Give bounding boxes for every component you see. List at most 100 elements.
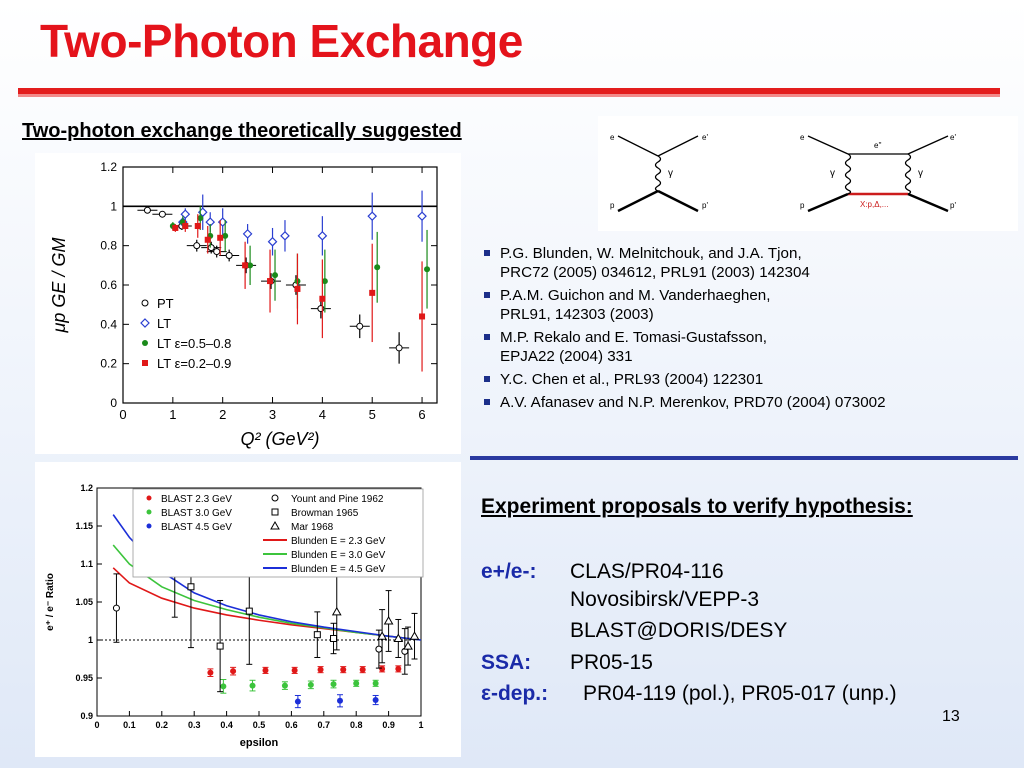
y-tick-label: 1.2 [80, 483, 93, 493]
legend-marker [146, 495, 152, 501]
legend-marker [146, 523, 152, 529]
data-point [372, 697, 379, 704]
y-axis-label: μp GE / GM [49, 238, 69, 334]
experiment-heading: Experiment proposals to verify hypothesi… [481, 495, 913, 518]
positron-electron-ratio-chart-panel: 0.9 0.95 1 1.05 1.1 1.15 1.2 0 0.1 0.2 0.3 0.4 0.5 0.… [35, 462, 461, 757]
y-tick-label: 0.6 [100, 278, 117, 292]
data-point [220, 683, 227, 690]
label-photon: γ [668, 168, 673, 179]
epsilon-dep-label: ε-dep.: [481, 682, 549, 705]
x-tick-label: 0.3 [188, 720, 201, 730]
legend-label: Blunden E = 2.3 GeV [291, 536, 386, 547]
y-tick-label: 1 [88, 635, 93, 645]
label-p-out: p' [702, 201, 708, 210]
data-point [245, 607, 253, 615]
x-tick-label: 0.8 [350, 720, 363, 730]
x-tick-label: 1 [418, 720, 423, 730]
data-point [230, 668, 237, 675]
y-tick-label: 0.4 [100, 317, 117, 331]
data-point [403, 641, 413, 650]
y-tick-label: 1.2 [100, 160, 117, 174]
legend-label: LT ε=0.5–0.8 [157, 336, 231, 351]
ssa-label: SSA: [481, 651, 532, 674]
y-tick-label: 0.9 [80, 711, 93, 721]
data-point [249, 682, 256, 689]
data-point [356, 322, 364, 330]
reference-item: M.P. Rekalo and E. Tomasi-Gustafsson, EPJ… [482, 328, 1012, 366]
legend-marker [271, 494, 279, 502]
data-point [291, 667, 298, 674]
x-tick-label: 0.5 [253, 720, 266, 730]
label-intermediate-state: X:p,Δ,... [860, 200, 888, 209]
data-point [193, 242, 201, 250]
y-tick-label: 1.15 [75, 521, 93, 531]
y-tick-label: 0.95 [75, 673, 93, 683]
data-point [340, 666, 347, 673]
legend-label: Yount and Pine 1962 [291, 494, 384, 505]
page-number: 13 [942, 708, 960, 725]
label-p-out-2: p' [950, 201, 956, 210]
ge-gm-ratio-chart-panel: 0 0.2 0.4 0.6 0.8 1 1.2 0 1 2 3 4 5 6 Q² (GeV²) μp GE /… [35, 153, 461, 454]
epem-item: BLAST@DORIS/DESY [570, 619, 788, 642]
legend-marker [142, 340, 148, 346]
label-p-in: p [610, 201, 615, 210]
data-point [379, 665, 386, 672]
x-tick-label: 1 [169, 407, 176, 422]
x-tick-label: 5 [369, 407, 376, 422]
data-point [267, 278, 274, 285]
x-tick-label: 4 [319, 407, 326, 422]
data-point [267, 236, 278, 247]
legend-marker [142, 360, 148, 366]
section-subtitle: Two-photon exchange theoretically sugges… [22, 120, 462, 142]
y-tick-label: 0.8 [100, 239, 117, 253]
label-photon-1: γ [830, 168, 835, 179]
data-point [359, 666, 366, 673]
y-tick-label: 0.2 [100, 357, 117, 371]
positron-electron-ratio-chart: 0.9 0.95 1 1.05 1.1 1.15 1.2 0 0.1 0.2 0.3 0.4 0.5 0.… [45, 483, 424, 749]
x-tick-label: 0 [119, 407, 126, 422]
x-tick-label: 3 [269, 407, 276, 422]
label-e-out-2: e' [950, 133, 956, 142]
legend-label: Browman 1965 [291, 508, 359, 519]
legend-label: Blunden E = 4.5 GeV [291, 564, 386, 575]
data-point [374, 264, 381, 271]
legend-marker [141, 299, 149, 307]
data-point [217, 234, 224, 241]
data-point [280, 230, 290, 241]
legend-label: PT [157, 296, 174, 311]
legend-label: Blunden E = 3.0 GeV [291, 550, 386, 561]
feynman-diagrams: e e' p p' γ e e'' e' p p' γ γ X:p,Δ,... [610, 133, 956, 213]
reference-item: A.V. Afanasev and N.P. Merenkov, PRD70 (… [482, 393, 1012, 412]
data-point [281, 682, 288, 689]
legend-label: LT ε=0.2–0.9 [157, 356, 231, 371]
reference-item: P.A.M. Guichon and M. Vanderhaeghen, PRL9… [482, 286, 1012, 324]
data-point [317, 230, 328, 241]
x-tick-label: 0.9 [382, 720, 395, 730]
title-underline [18, 88, 1000, 97]
legend-marker [271, 508, 279, 516]
data-point [377, 631, 387, 640]
data-point [383, 615, 394, 625]
two-photon-box-diagram: e e'' e' p p' γ γ X:p,Δ,... [800, 133, 956, 213]
data-point [197, 215, 204, 222]
epem-label: e+/e-: [481, 560, 537, 583]
legend-label: LT [157, 316, 171, 331]
label-e-in-2: e [800, 133, 805, 142]
legend-label: BLAST 3.0 GeV [161, 508, 232, 519]
legend-marker [140, 318, 150, 328]
label-e-out: e' [702, 133, 708, 142]
x-tick-label: 6 [418, 407, 425, 422]
y-tick-label: 0 [110, 396, 117, 410]
data-point [331, 606, 342, 616]
x-tick-label: 2 [219, 407, 226, 422]
x-tick-label: 0.1 [123, 720, 136, 730]
epem-item: CLAS/PR04-116 [570, 560, 724, 583]
y-tick-label: 1 [110, 199, 117, 213]
data-point [204, 236, 211, 243]
theory-curve [112, 567, 422, 641]
data-point [375, 645, 383, 653]
data-point [172, 224, 179, 231]
data-point [222, 232, 229, 239]
data-point [182, 223, 189, 229]
data-point [143, 206, 151, 214]
